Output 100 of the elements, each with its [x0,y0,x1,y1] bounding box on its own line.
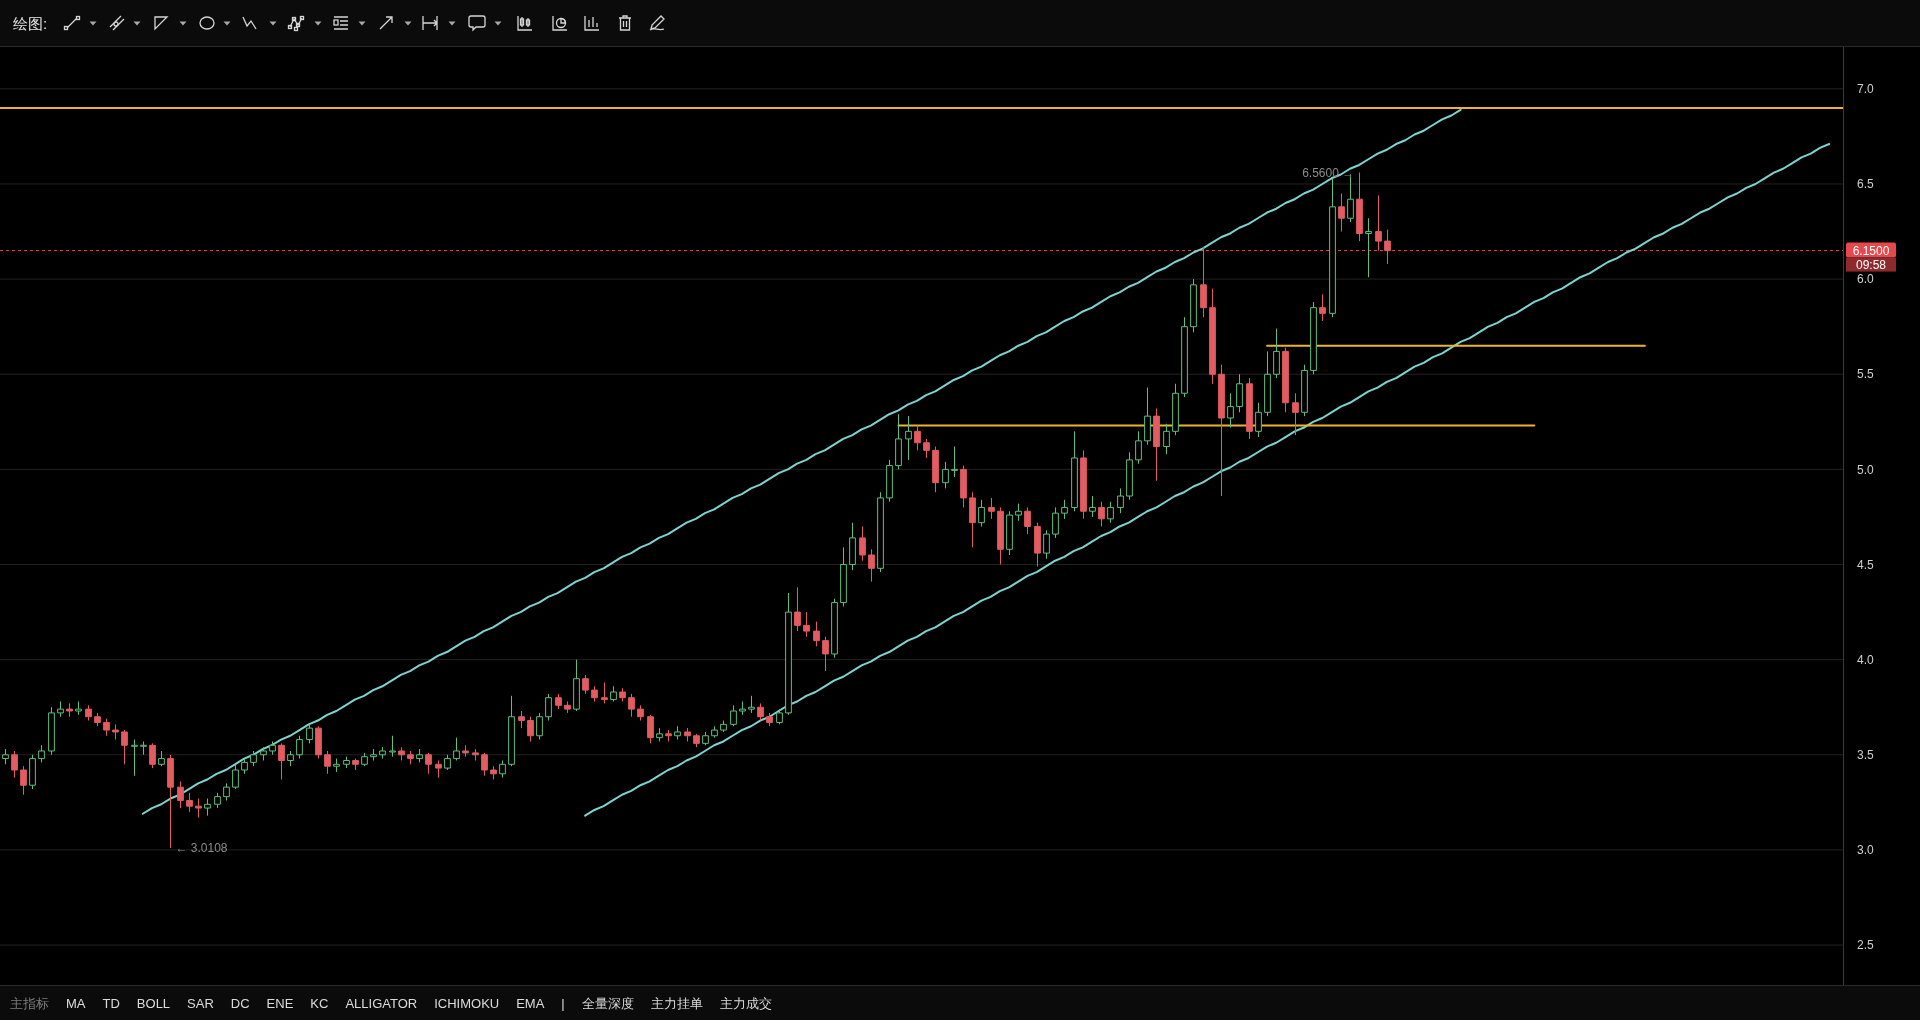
candlestick [1319,293,1326,322]
candlestick [1310,301,1317,375]
annotation: 6.5600 → [1302,165,1355,180]
candlestick [1190,278,1197,333]
candlestick [167,754,174,849]
candlestick [269,740,276,756]
candlestick [1163,423,1170,455]
candlestick [794,586,801,632]
text: KC [310,996,329,1011]
line-series [141,108,1462,815]
candlestick [250,750,257,767]
candlestick [601,681,608,704]
candlestick [1365,217,1372,278]
candlestick [278,742,285,781]
candlestick [942,461,949,489]
candlestick [121,729,128,765]
candlestick [352,758,359,771]
candlestick [637,704,644,722]
candlestick [407,750,414,765]
candlestick [149,742,156,769]
candlestick [1061,499,1068,520]
candlestick [665,729,672,742]
candlestick [1172,383,1179,436]
candlestick [232,763,239,790]
candlestick [1375,194,1382,252]
candlestick [1329,177,1336,318]
candlestick [389,735,396,758]
candlestick [29,754,36,790]
ref-line-label: 6.1500 [1852,243,1890,258]
candlestick [757,702,764,722]
y-tick-label: 4.5 [1857,557,1875,572]
candlestick [1181,316,1188,398]
candlestick [204,798,211,817]
text: TD [102,996,120,1011]
candlestick [11,750,18,779]
candlestick [1384,229,1391,265]
y-tick-label: 5.5 [1857,367,1875,382]
y-tick-label: 2.5 [1857,938,1875,953]
y-tick-label: 3.5 [1857,747,1875,762]
candlestick [1153,408,1160,482]
y-tick-label: 3.0 [1857,843,1875,858]
candlestick [785,592,792,716]
candlestick [748,695,755,714]
candlestick [619,687,626,703]
candlestick [1107,501,1114,524]
candlestick [1347,175,1354,223]
candlestick [2,748,9,765]
candlestick [527,716,534,742]
candlestick [573,659,580,712]
candlestick [647,714,654,744]
candlestick [361,752,368,767]
candlestick [536,712,543,741]
text: | [561,996,565,1011]
candlestick [186,792,193,813]
candlestick [555,693,562,710]
candlestick [1024,506,1031,535]
candlestick [766,712,773,727]
candlestick [1338,193,1345,233]
text: 主力挂单 [650,996,703,1011]
candlestick [831,598,838,659]
text: BOLL [136,996,171,1011]
candlestick [1080,449,1087,520]
candlestick [720,720,727,733]
candlestick [610,685,617,703]
candlestick [877,491,884,573]
candlestick [287,750,294,767]
candlestick [20,765,27,796]
candlestick [379,746,386,760]
candlestick [1282,347,1289,413]
candlestick [978,499,985,527]
candlestick [490,765,497,781]
candlestick [1246,377,1253,440]
candlestick [223,782,230,801]
candlestick [739,701,746,716]
candlestick [1301,364,1308,417]
annotation: ← 3.0108 [175,840,228,855]
candlestick [656,727,663,742]
candlestick [969,491,976,548]
candlestick [868,548,875,583]
candlestick [628,693,635,718]
text: ENE [266,996,294,1011]
candlestick [416,748,423,763]
candlestick [923,438,930,459]
text: MA [66,996,86,1011]
candlestick [932,446,939,493]
candlestick [499,759,506,779]
candlestick [158,750,165,767]
candlestick [103,718,110,737]
candlestick [1098,501,1105,527]
candlestick [508,695,515,767]
candlestick [1255,402,1262,438]
candlestick [1227,392,1234,429]
candlestick [453,737,460,761]
candlestick [997,506,1004,566]
candlestick [1264,350,1271,417]
candlestick [1071,430,1078,512]
candlestick [57,701,64,718]
candlestick [702,731,709,746]
y-tick-label: 4.0 [1857,652,1875,667]
candlestick [822,636,829,672]
